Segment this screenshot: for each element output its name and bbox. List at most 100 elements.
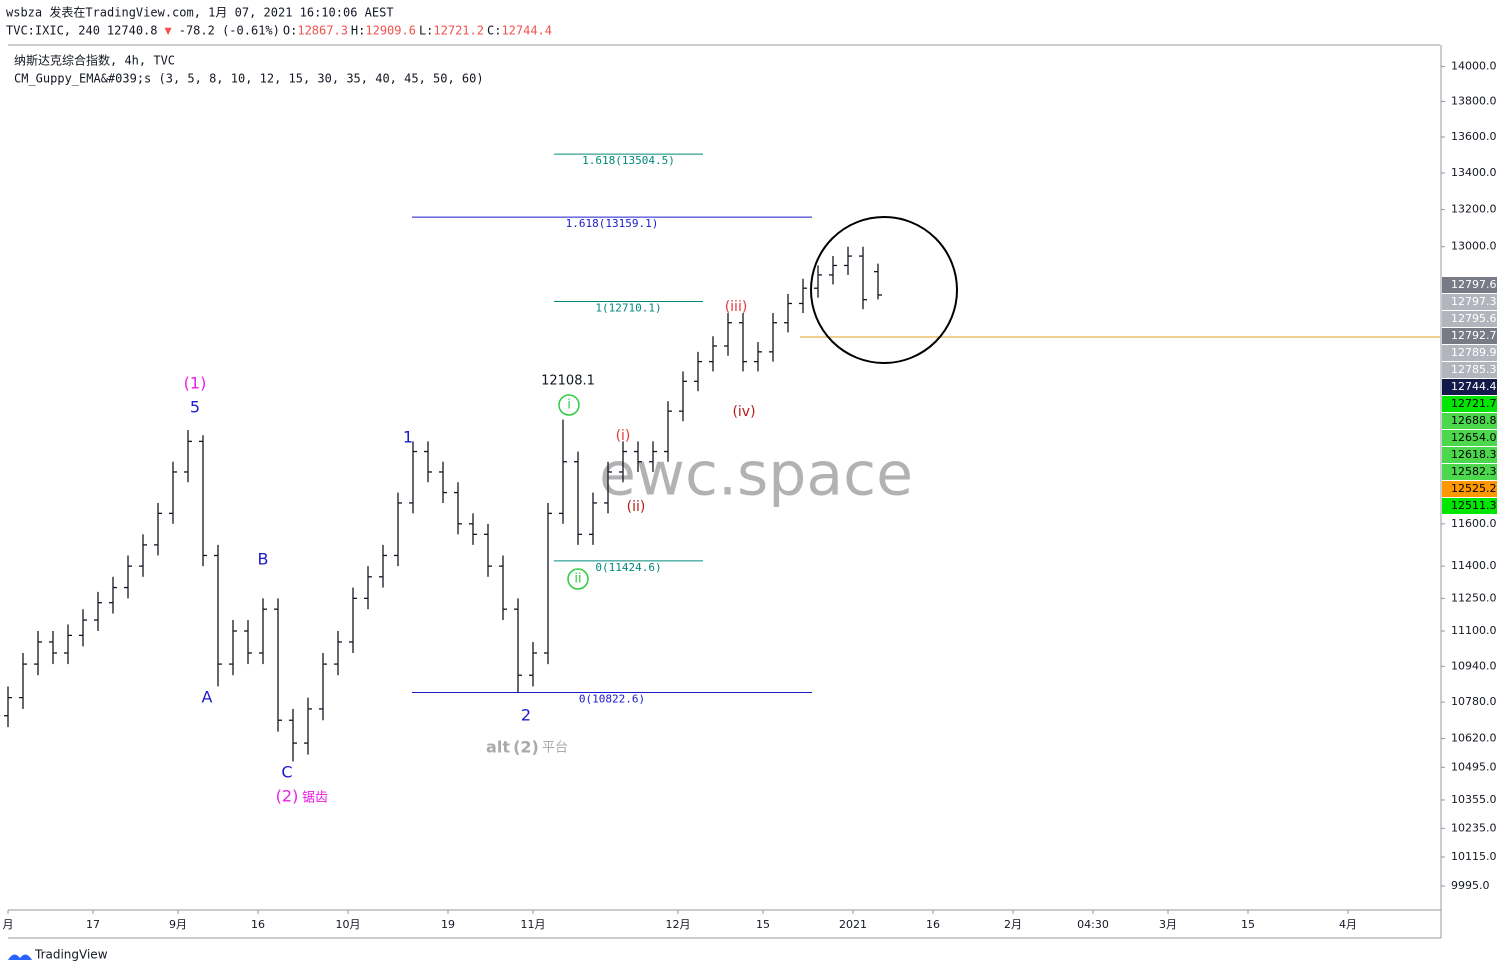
x-tick-label: 16 bbox=[926, 918, 940, 931]
ohlc-value: 12744.4 bbox=[501, 24, 552, 38]
ohlc-label: O: bbox=[283, 24, 297, 38]
annotation: (1) bbox=[184, 374, 207, 393]
ohlc-value: 12867.3 bbox=[297, 24, 348, 38]
ohlc-label: C: bbox=[487, 24, 501, 38]
price-tag-label: 12511.3 bbox=[1451, 499, 1497, 512]
price-tag bbox=[1442, 447, 1497, 463]
annotation: (iv) bbox=[732, 404, 755, 420]
price-tag-label: 12618.3 bbox=[1451, 448, 1497, 461]
watermark: ewc.space bbox=[599, 440, 913, 510]
y-tick-label: 10355.0 bbox=[1451, 793, 1497, 806]
annotation: (2) bbox=[276, 787, 299, 806]
author-line: wsbza 发表在TradingView.com, 1月 07, 2021 16… bbox=[6, 5, 394, 20]
annotation: 1 bbox=[403, 428, 413, 447]
annotation-circle bbox=[558, 394, 580, 416]
price-tag-label: 12789.9 bbox=[1451, 346, 1497, 359]
price-tag bbox=[1442, 430, 1497, 446]
annotation: C bbox=[281, 763, 292, 782]
price-tag-label: 12582.3 bbox=[1451, 465, 1497, 478]
y-tick-label: 10115.0 bbox=[1451, 850, 1497, 863]
fib-label: 1.618(13504.5) bbox=[582, 154, 675, 167]
annotation: alt bbox=[486, 738, 510, 757]
annotation: ii bbox=[574, 572, 581, 587]
ohlc-label: H: bbox=[351, 24, 365, 38]
symbol-line: TVC:IXIC, 240 12740.8 ▼ -78.2 (-0.61%) O: 128… bbox=[6, 24, 552, 38]
price-tag bbox=[1442, 379, 1497, 395]
annotation: A bbox=[202, 688, 213, 707]
price-tag-label: 12795.6 bbox=[1451, 312, 1497, 325]
indicator-title: CM_Guppy_EMA&#039;s (3, 5, 8, 10, 12, 15… bbox=[14, 72, 484, 86]
fib-label: 0(10822.6) bbox=[579, 693, 645, 706]
price-tag bbox=[1442, 311, 1497, 327]
price-tag bbox=[1442, 345, 1497, 361]
price-tag-label: 12525.2 bbox=[1451, 482, 1497, 495]
fib-label: 1(12710.1) bbox=[595, 302, 661, 315]
price-tag bbox=[1442, 464, 1497, 480]
y-tick-label: 10495.0 bbox=[1451, 760, 1497, 773]
y-tick-label: 13200.0 bbox=[1451, 203, 1497, 216]
y-tick-label: 10940.0 bbox=[1451, 659, 1497, 672]
x-tick-label: 11月 bbox=[521, 918, 546, 931]
x-tick-label: 4月 bbox=[1339, 918, 1357, 931]
change-arrow: ▼ bbox=[165, 24, 173, 38]
x-tick-label: 15 bbox=[756, 918, 770, 931]
ohlc-value: 12721.2 bbox=[433, 24, 484, 38]
price-tag bbox=[1442, 277, 1497, 293]
annotation: B bbox=[258, 550, 269, 569]
annotation: 锯齿 bbox=[302, 791, 328, 806]
y-tick-label: 14000.0 bbox=[1451, 59, 1497, 72]
price-tag bbox=[1442, 413, 1497, 429]
x-tick-label: 2月 bbox=[1004, 918, 1022, 931]
ohlc-label: L: bbox=[419, 24, 433, 38]
price-tag-label: 12654.0 bbox=[1451, 431, 1497, 444]
y-tick-label: 10780.0 bbox=[1451, 695, 1497, 708]
annotation: i bbox=[567, 398, 571, 413]
price-tag bbox=[1442, 481, 1497, 497]
annotation-circle bbox=[567, 568, 589, 590]
y-tick-label: 13400.0 bbox=[1451, 166, 1497, 179]
price-tag-label: 12688.8 bbox=[1451, 414, 1497, 427]
symbol: TVC:IXIC, 240 bbox=[6, 24, 100, 38]
x-tick-label: 2021 bbox=[839, 918, 867, 931]
highlight-circle bbox=[810, 216, 958, 364]
x-tick-label: 12月 bbox=[666, 918, 691, 931]
x-tick-label: 10月 bbox=[336, 918, 361, 931]
x-tick-label: 15 bbox=[1241, 918, 1255, 931]
y-tick-label: 11600.0 bbox=[1451, 517, 1497, 530]
price-tag bbox=[1442, 396, 1497, 412]
y-tick-label: 10620.0 bbox=[1451, 732, 1497, 745]
y-tick-label: 11100.0 bbox=[1451, 624, 1497, 637]
y-tick-label: 9995.0 bbox=[1451, 879, 1490, 892]
x-tick-label: 16 bbox=[251, 918, 265, 931]
annotation: (i) bbox=[616, 428, 631, 444]
ohlc-value: 12909.6 bbox=[365, 24, 416, 38]
price-tag-label: 12797.6 bbox=[1451, 278, 1497, 291]
y-tick-label: 10235.0 bbox=[1451, 821, 1497, 834]
price-tag-label: 12785.3 bbox=[1451, 363, 1497, 376]
annotation: (ii) bbox=[627, 499, 646, 515]
change: -78.2 (-0.61%) bbox=[179, 24, 280, 38]
x-tick-label: 月 bbox=[3, 918, 14, 931]
annotation: 2 bbox=[521, 706, 531, 725]
annotation: 12108.1 bbox=[541, 374, 595, 389]
annotation: 平台 bbox=[542, 741, 568, 756]
price-tag-label: 12721.7 bbox=[1451, 397, 1497, 410]
y-tick-label: 13600.0 bbox=[1451, 130, 1497, 143]
y-tick-label: 13000.0 bbox=[1451, 240, 1497, 253]
price-tag bbox=[1442, 328, 1497, 344]
brand-logo bbox=[8, 954, 32, 960]
price-tag bbox=[1442, 362, 1497, 378]
x-tick-label: 04:30 bbox=[1077, 918, 1109, 931]
brand: TradingView bbox=[34, 948, 108, 962]
x-tick-label: 17 bbox=[86, 918, 100, 931]
price-tag bbox=[1442, 294, 1497, 310]
y-tick-label: 11250.0 bbox=[1451, 591, 1497, 604]
annotation: (iii) bbox=[725, 299, 748, 315]
price-tag-label: 12744.4 bbox=[1451, 380, 1497, 393]
study-title: 纳斯达克综合指数, 4h, TVC bbox=[14, 53, 175, 68]
fib-label: 1.618(13159.1) bbox=[566, 217, 659, 230]
y-tick-label: 11400.0 bbox=[1451, 559, 1497, 572]
price-tag-label: 12792.7 bbox=[1451, 329, 1497, 342]
